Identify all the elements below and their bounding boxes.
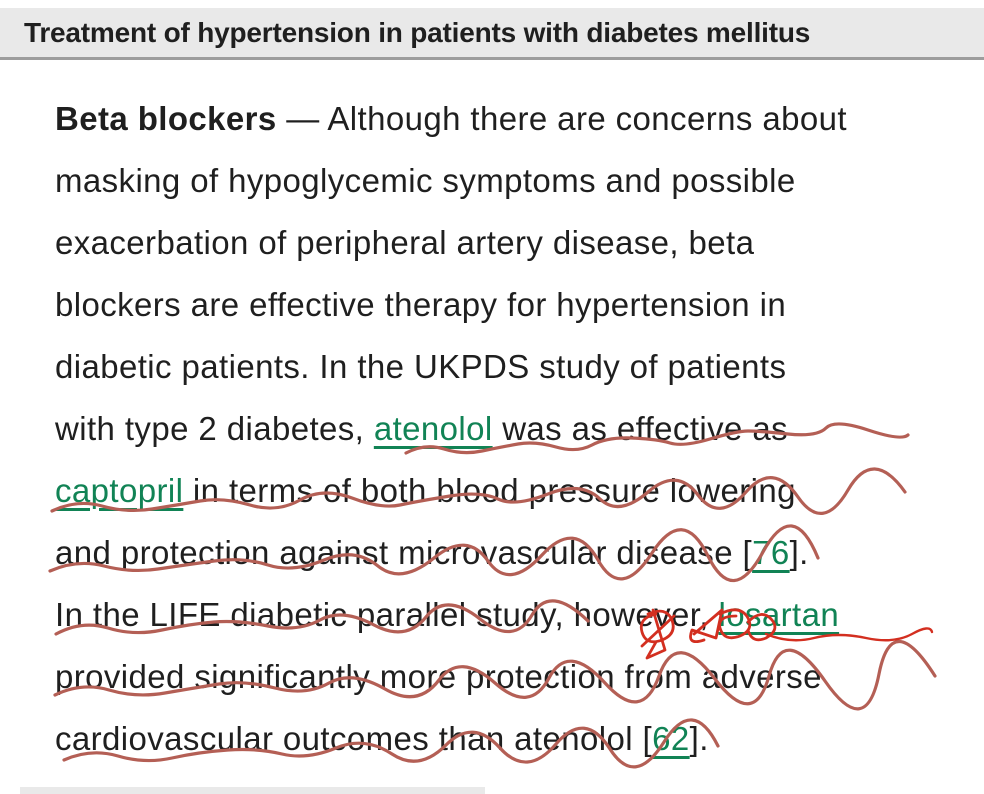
text-line: cardiovascular outcomes than atenolol [6… [55,708,955,770]
body-text: was as effective as [492,410,788,447]
link-losartan[interactable]: losartan [718,596,840,633]
body-text: cardiovascular outcomes than atenolol [ [55,720,653,757]
body-text: and protection against microvascular dis… [55,534,753,571]
paragraph-lead-term: Beta blockers [55,100,277,137]
text-line: with type 2 diabetes, atenolol was as ef… [55,398,955,460]
body-text: In the LIFE diabetic parallel study, how… [55,596,719,633]
text-line: Beta blockers — Although there are conce… [55,88,955,150]
ref-link-62[interactable]: 62 [652,720,690,757]
body-text: exacerbation of peripheral artery diseas… [55,224,755,261]
text-line: diabetic patients. In the UKPDS study of… [55,336,955,398]
link-atenolol[interactable]: atenolol [373,410,493,447]
body-text: ]. [689,720,709,757]
body-text: masking of hypoglycemic symptoms and pos… [55,162,796,199]
section-header-bar: Treatment of hypertension in patients wi… [0,8,984,60]
text-line: masking of hypoglycemic symptoms and pos… [55,150,955,212]
body-text: with type 2 diabetes, [55,410,374,447]
body-text: blockers are effective therapy for hyper… [55,286,787,323]
body-text: — Although there are concerns about [276,100,847,137]
body-text: ]. [789,534,809,571]
body-text: diabetic patients. In the UKPDS study of… [55,348,787,385]
link-captopril[interactable]: captopril [55,472,184,509]
body-text: provided significantly more protection f… [55,658,822,695]
text-line: blockers are effective therapy for hyper… [55,274,955,336]
text-line: and protection against microvascular dis… [55,522,955,584]
ref-link-76[interactable]: 76 [752,534,790,571]
section-title: Treatment of hypertension in patients wi… [24,16,811,48]
article-paragraph: Beta blockers — Although there are conce… [55,88,955,770]
body-text: in terms of both blood pressure lowering [183,472,796,509]
text-line: exacerbation of peripheral artery diseas… [55,212,955,274]
text-line: In the LIFE diabetic parallel study, how… [55,584,955,646]
text-line: captopril in terms of both blood pressur… [55,460,955,522]
next-section-partial [20,787,485,794]
text-line: provided significantly more protection f… [55,646,955,708]
